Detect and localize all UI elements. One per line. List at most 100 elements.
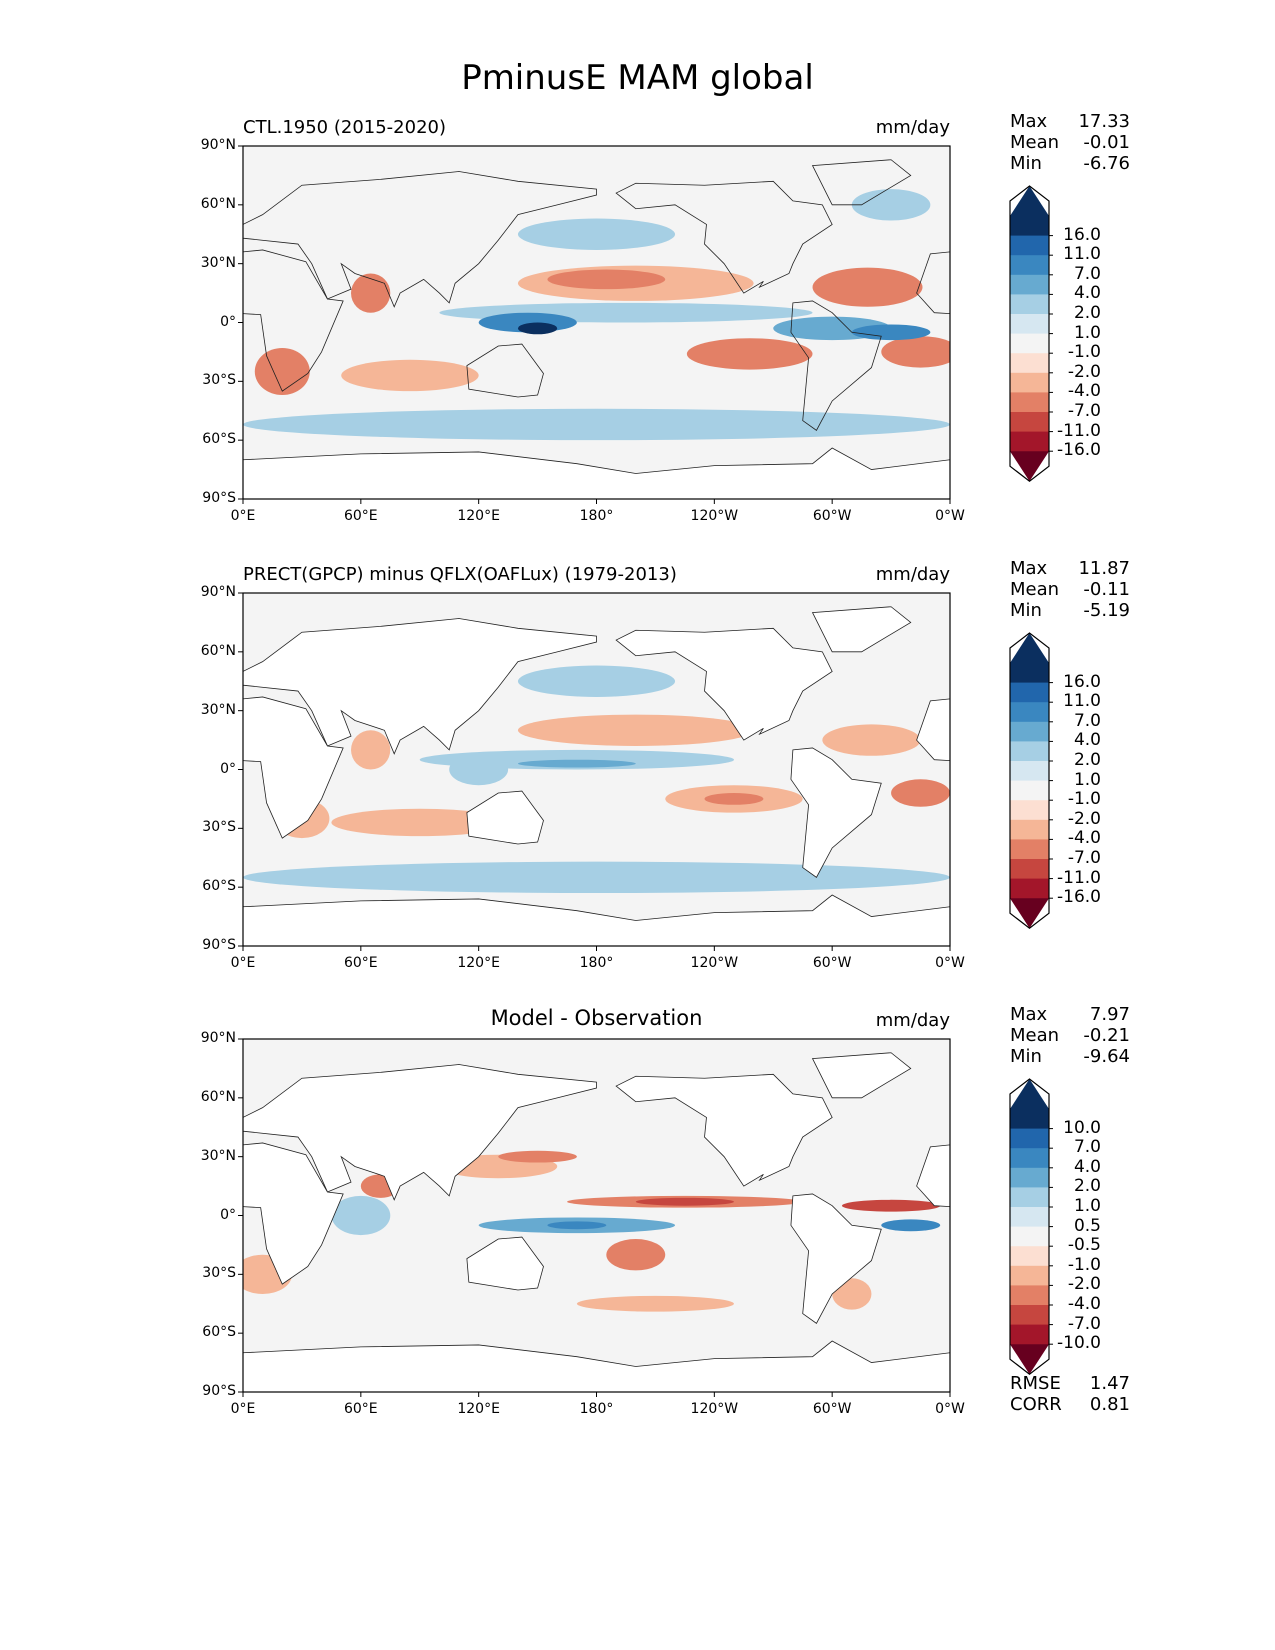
coastline-namerica xyxy=(615,180,833,294)
colorbar-segment xyxy=(1010,1207,1049,1228)
coastline-africa xyxy=(243,1142,344,1285)
colorbar-segment xyxy=(1010,353,1049,374)
y-tick-label: 30°S xyxy=(202,372,236,389)
contour-region xyxy=(517,714,754,746)
colorbar-tick-label: -1.0 xyxy=(1067,1254,1101,1275)
y-tick-label: 90°N xyxy=(200,1030,236,1046)
panel-title: PRECT(GPCP) minus QFLX(OAFLux) (1979-201… xyxy=(243,564,677,585)
colorbar-segment xyxy=(1010,682,1049,703)
colorbar-segment xyxy=(1010,372,1049,393)
colorbar-segment xyxy=(1010,1148,1049,1169)
colorbar-tick-label: 7.0 xyxy=(1073,710,1101,731)
coastline-africa xyxy=(243,696,344,839)
y-tick-label: 60°S xyxy=(202,431,236,448)
stat-mean-value: -0.21 xyxy=(1083,1025,1130,1046)
contour-region xyxy=(891,779,950,807)
contour-region xyxy=(449,753,509,786)
stat-mean-label: Mean xyxy=(1010,132,1060,153)
x-tick-label: 120°W xyxy=(690,955,739,971)
y-tick-label: 60°N xyxy=(200,1088,236,1105)
colorbar-tick-label: 0.5 xyxy=(1073,1215,1101,1236)
x-tick-label: 120°E xyxy=(457,955,500,971)
corr-label: CORR xyxy=(1010,1394,1062,1415)
colorbar-segment xyxy=(1010,702,1049,723)
figure-title: PminusE MAM global xyxy=(461,58,814,98)
colorbar-tick-label: 4.0 xyxy=(1073,283,1101,304)
coastline-africa xyxy=(916,698,950,762)
contour-region xyxy=(517,218,676,250)
colorbar-segment xyxy=(1010,431,1049,452)
colorbar-tick-label: -16.0 xyxy=(1057,887,1101,908)
contour-region xyxy=(822,724,921,756)
coastline-africa xyxy=(916,1144,950,1208)
colorbar-segment xyxy=(1010,800,1049,821)
x-tick-label: 180° xyxy=(579,1401,614,1417)
colorbar-tick-label: 1.0 xyxy=(1073,322,1101,343)
colorbar-tick-label: -2.0 xyxy=(1067,1274,1101,1295)
rmse-label: RMSE xyxy=(1010,1373,1061,1394)
coastline-greenland xyxy=(811,1052,912,1099)
contour-region xyxy=(243,861,950,894)
x-tick-label: 0°E xyxy=(230,508,256,524)
colorbar-tick-label: 1.0 xyxy=(1073,769,1101,790)
colorbar-segment xyxy=(1010,274,1049,295)
colorbar-tick-label: -7.0 xyxy=(1067,401,1101,421)
colorbar-segment xyxy=(1010,1128,1049,1149)
x-tick-label: 120°E xyxy=(457,1401,500,1417)
corr-value: 0.81 xyxy=(1089,1394,1130,1415)
colorbar-extend-max xyxy=(1010,186,1049,216)
colorbar-segment xyxy=(1010,314,1049,335)
y-tick-label: 30°N xyxy=(200,701,236,718)
coastline-antarctica xyxy=(243,447,950,499)
colorbar-tick-label: -1.0 xyxy=(1067,342,1101,363)
y-tick-label: 0° xyxy=(220,313,236,330)
colorbar-tick-label: 2.0 xyxy=(1073,1176,1101,1197)
x-tick-label: 120°W xyxy=(690,508,739,524)
colorbar-tick-label: 1.0 xyxy=(1073,1196,1101,1216)
coastline-namerica xyxy=(615,1073,833,1187)
colorbar-tick-label: 7.0 xyxy=(1073,1137,1101,1158)
colorbar xyxy=(1009,1078,1053,1375)
x-tick-label: 60°W xyxy=(812,955,852,971)
contour-region xyxy=(547,269,666,290)
colorbar-tick-label: -4.0 xyxy=(1067,828,1101,849)
stat-mean-value: -0.01 xyxy=(1083,132,1130,153)
units-label: mm/day xyxy=(875,117,950,138)
contour-region xyxy=(254,347,310,396)
colorbar-segment xyxy=(1010,1167,1049,1188)
x-tick-label: 0°W xyxy=(935,508,965,524)
contour-region xyxy=(351,273,391,313)
colorbar-segment xyxy=(1010,741,1049,762)
rmse-value: 1.47 xyxy=(1089,1373,1130,1394)
stat-max-label: Max xyxy=(1010,111,1048,132)
y-tick-label: 0° xyxy=(220,1206,236,1223)
map-panel-2 xyxy=(238,592,951,951)
colorbar-tick-label: -7.0 xyxy=(1067,1313,1101,1334)
stat-max-value: 17.33 xyxy=(1078,111,1130,132)
colorbar-extend-min xyxy=(1010,898,1049,929)
contour-region xyxy=(341,359,479,392)
stat-min-value: -6.76 xyxy=(1083,153,1130,174)
colorbar-segment xyxy=(1010,761,1049,782)
y-tick-label: 90°S xyxy=(202,1383,236,1399)
coastline-africa xyxy=(243,249,344,392)
colorbar-tick-label: -16.0 xyxy=(1057,440,1101,461)
colorbar-segment xyxy=(1010,294,1049,315)
colorbar-segment xyxy=(1010,255,1049,276)
colorbar-tick-label: 2.0 xyxy=(1073,750,1101,770)
coastline-samerica xyxy=(790,1193,882,1324)
y-tick-label: 90°N xyxy=(200,584,236,600)
colorbar-segment xyxy=(1010,1109,1049,1130)
coastline-samerica xyxy=(790,300,882,431)
colorbar xyxy=(1009,185,1053,482)
contour-region xyxy=(851,189,931,221)
colorbar-segment xyxy=(1010,1265,1049,1286)
colorbar-tick-label: 7.0 xyxy=(1073,263,1101,284)
x-tick-label: 60°W xyxy=(812,508,852,524)
contour-region xyxy=(606,1239,666,1271)
coastline-antarctica xyxy=(243,894,950,946)
colorbar-extend-min xyxy=(1010,1344,1049,1375)
coastline-eurasia xyxy=(243,1064,597,1201)
y-tick-label: 60°N xyxy=(200,195,236,212)
